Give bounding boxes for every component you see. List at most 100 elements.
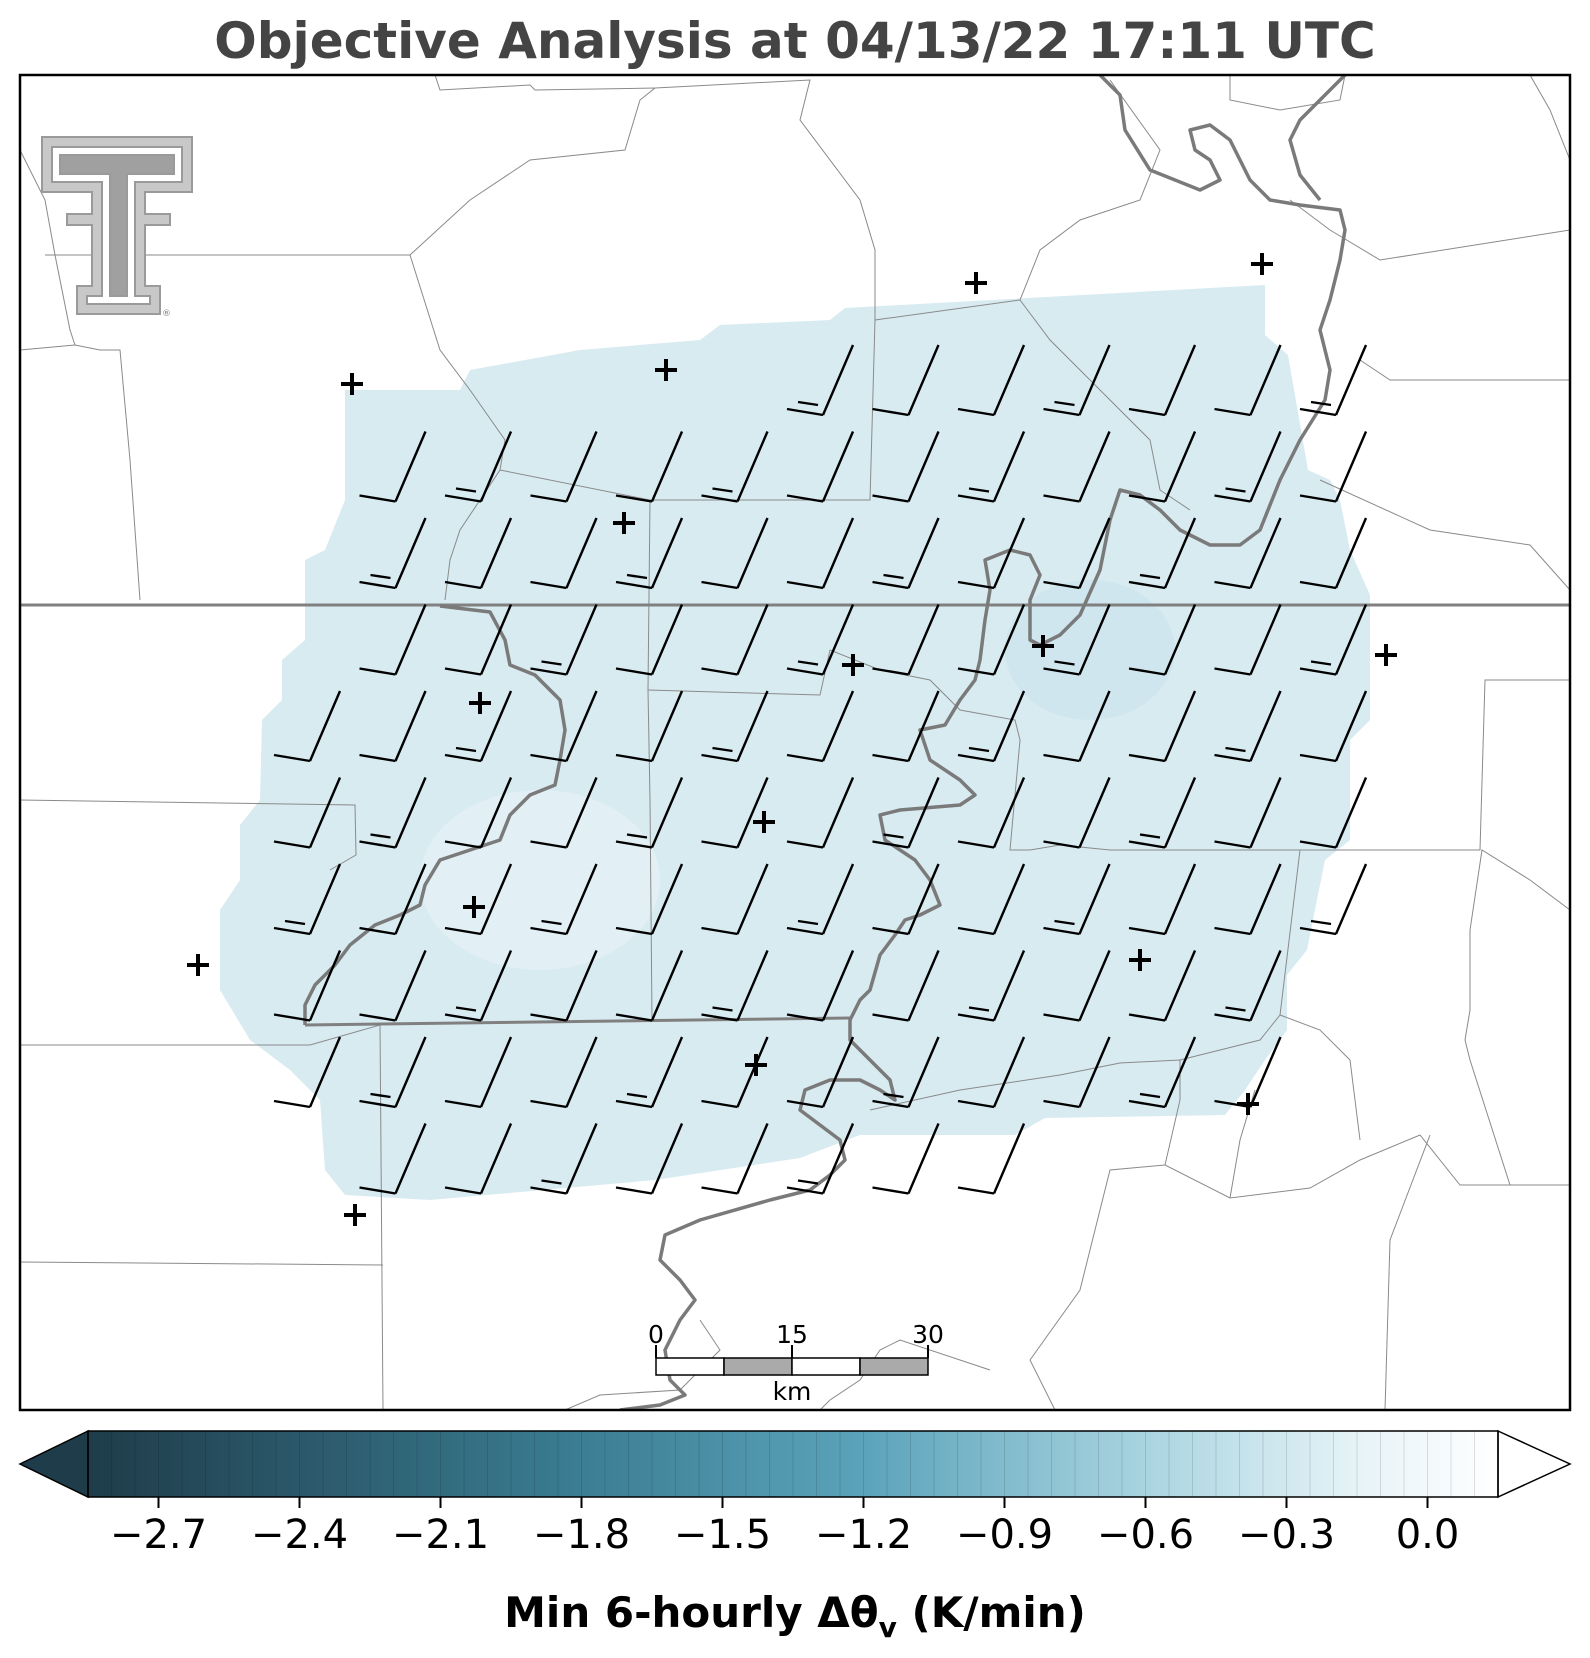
wind-barb: [872, 431, 940, 503]
colorbar-extend-low: [18, 1429, 89, 1499]
wind-barb: [872, 604, 940, 676]
wind-barb: [786, 1036, 855, 1109]
wind-barb: [957, 950, 1026, 1022]
wind-barb: [1299, 777, 1368, 849]
wind-barb: [957, 1036, 1026, 1109]
wind-barb: [957, 517, 1026, 590]
wind-barb: [359, 517, 427, 590]
county-boundaries: [20, 75, 1570, 1410]
wind-barb: [872, 1036, 940, 1109]
analysis-field: [220, 285, 1370, 1200]
colorbar-tick-label: −2.1: [392, 1512, 489, 1558]
wind-barb: [957, 431, 1026, 503]
station-marker: [745, 1054, 767, 1076]
wind-barb: [872, 777, 940, 849]
wind-barb: [1299, 604, 1368, 676]
texas-tech-logo: ®: [41, 136, 193, 319]
colorbar-segments: [111, 1431, 1475, 1497]
wind-barb: [273, 690, 342, 763]
wind-barb: [273, 1036, 342, 1109]
wind-barb: [1043, 431, 1111, 503]
wind-barb: [615, 1123, 684, 1195]
wind-barb: [786, 431, 855, 503]
wind-barb: [273, 950, 342, 1022]
wind-barb: [530, 777, 598, 849]
wind-barb: [701, 517, 769, 590]
colorbar-tick-label: −2.7: [110, 1512, 207, 1558]
colorbar-label: Min 6-hourly Δθv (K/min): [504, 1588, 1086, 1644]
wind-barb: [786, 863, 855, 936]
wind-barb: [1214, 950, 1282, 1022]
scale-label-0: 0: [648, 1320, 664, 1349]
colorbar-label-units: (K/min): [897, 1588, 1086, 1637]
wind-barb: [957, 344, 1026, 417]
wind-barb: [1214, 604, 1282, 676]
wind-barb: [1043, 950, 1111, 1022]
wind-barb: [701, 604, 769, 676]
wind-barb: [1214, 517, 1282, 590]
wind-barb: [872, 690, 940, 763]
wind-barb: [872, 517, 940, 590]
wind-barb: [1214, 777, 1282, 849]
field-light-zone: [420, 790, 660, 970]
colorbar-tick-label: −1.5: [674, 1512, 771, 1558]
wind-barb: [1043, 690, 1111, 763]
colorbar-tick-label: −1.2: [815, 1512, 912, 1558]
wind-barb: [957, 1123, 1026, 1195]
scale-label-15: 15: [776, 1320, 808, 1349]
colorbar: −2.7 −2.4 −2.1 −1.8 −1.5 −1.2 −0.9 −0.6 −0.3 0.0 …: [18, 1429, 1572, 1644]
station-marker: [469, 692, 491, 714]
wind-barb: [701, 690, 769, 763]
wind-barb: [872, 863, 940, 936]
wind-barb: [957, 777, 1026, 849]
station-marker: [1251, 253, 1273, 275]
wind-barb: [444, 1036, 513, 1109]
wind-barb: [1128, 777, 1197, 849]
wind-barb: [1128, 1036, 1197, 1109]
wind-barb: [615, 517, 684, 590]
wind-barb: [1043, 604, 1111, 676]
wind-barb: [701, 863, 769, 936]
wind-barb: [1299, 517, 1368, 590]
station-marker: [613, 512, 635, 534]
wind-barb: [786, 690, 855, 763]
wind-barb: [530, 517, 598, 590]
station-marker: [463, 896, 485, 918]
wind-barb: [530, 604, 598, 676]
wind-barb: [701, 431, 769, 503]
wind-barb: [359, 950, 427, 1022]
wind-barb: [530, 950, 598, 1022]
wind-barb: [1214, 431, 1282, 503]
wind-barb: [359, 1123, 427, 1195]
colorbar-ticks: −2.7 −2.4 −2.1 −1.8 −1.5 −1.2 −0.9 −0.6 −0.3 0.0: [110, 1497, 1459, 1558]
wind-barb: [1128, 517, 1197, 590]
colorbar-gradient: [88, 1431, 1498, 1497]
station-marker: [1129, 949, 1151, 971]
wind-barb: [359, 431, 427, 503]
wind-barb: [872, 1123, 940, 1195]
wind-barb: [786, 344, 855, 417]
wind-barb: [1043, 1036, 1111, 1109]
wind-barb: [444, 604, 513, 676]
wind-barb: [786, 777, 855, 849]
station-marker: [1237, 1093, 1259, 1115]
wind-barb: [444, 1123, 513, 1195]
wind-barb: [359, 863, 427, 936]
wind-barb: [444, 517, 513, 590]
colorbar-tick-label: −0.9: [956, 1512, 1053, 1558]
wind-barb: [1128, 690, 1197, 763]
logo-registered-mark: ®: [162, 309, 171, 319]
rivers: [303, 75, 1347, 1410]
colorbar-tick-label: −1.8: [533, 1512, 630, 1558]
colorbar-tick-label: 0.0: [1396, 1512, 1460, 1558]
wind-barb: [444, 431, 513, 503]
wind-barb: [957, 604, 1026, 676]
wind-barb: [359, 604, 427, 676]
wind-barb: [444, 777, 513, 849]
map-frame: [18, 73, 1572, 1412]
station-marker: [341, 373, 363, 395]
station-marker: [842, 654, 864, 676]
wind-barb: [615, 863, 684, 936]
wind-barbs: [273, 344, 1368, 1195]
